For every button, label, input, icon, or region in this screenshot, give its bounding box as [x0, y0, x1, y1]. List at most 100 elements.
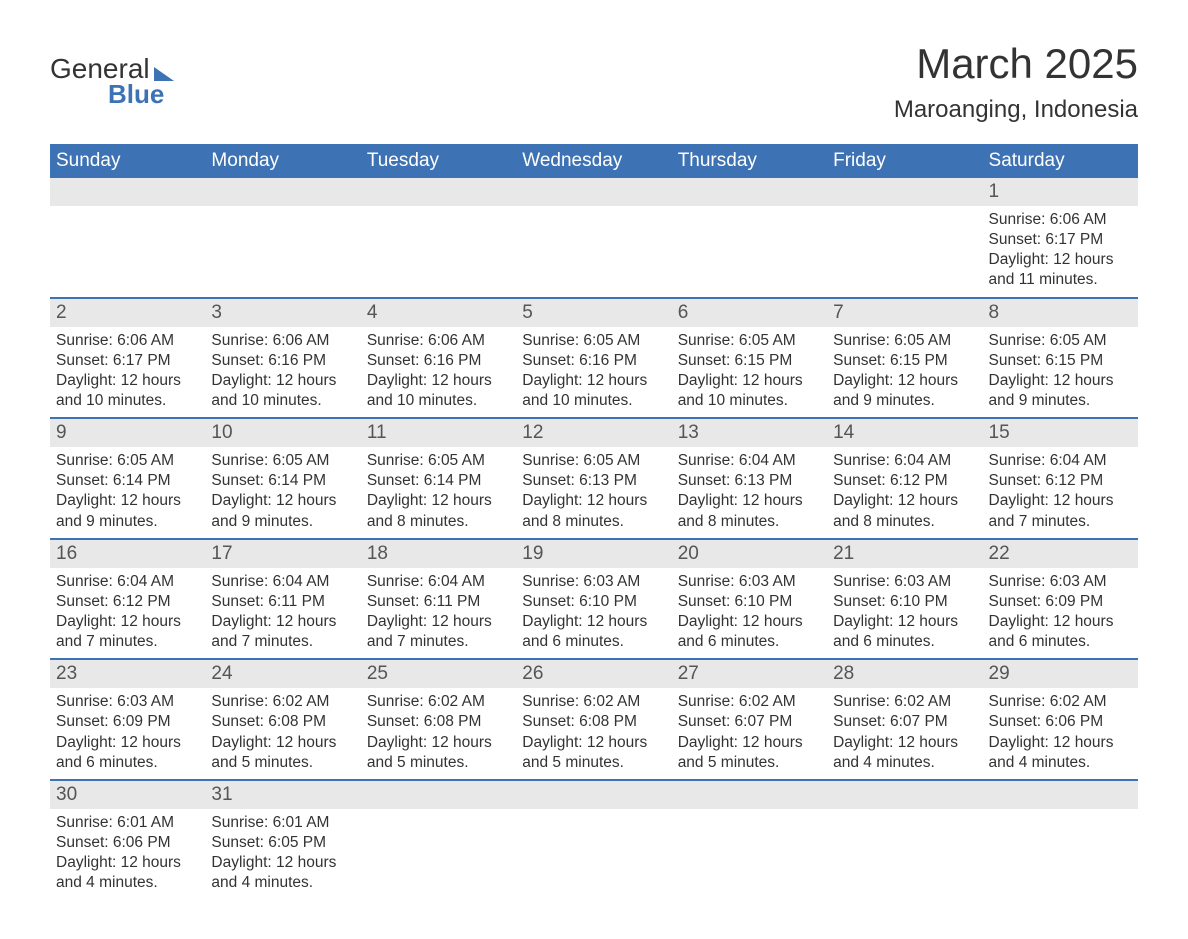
sunrise-text: Sunrise: 6:05 AM — [522, 331, 665, 351]
logo-word2: Blue — [108, 79, 164, 110]
daylight-text-2: and 10 minutes. — [211, 391, 354, 411]
daylight-text-1: Daylight: 12 hours — [522, 491, 665, 511]
daylight-text-1: Daylight: 12 hours — [989, 612, 1132, 632]
day-number-cell: 2 — [50, 299, 205, 327]
sunset-text: Sunset: 6:12 PM — [989, 471, 1132, 491]
day-detail-cell — [983, 809, 1138, 900]
daylight-text-1: Daylight: 12 hours — [367, 733, 510, 753]
sunrise-text: Sunrise: 6:01 AM — [56, 813, 199, 833]
daylight-text-1: Daylight: 12 hours — [678, 612, 821, 632]
daylight-text-1: Daylight: 12 hours — [56, 853, 199, 873]
logo-triangle-icon — [154, 67, 174, 81]
week-daynum-row: 2345678 — [50, 299, 1138, 327]
sunset-text: Sunset: 6:17 PM — [989, 230, 1132, 250]
sunset-text: Sunset: 6:05 PM — [211, 833, 354, 853]
day-detail-cell — [50, 206, 205, 298]
day-header: Wednesday — [516, 144, 671, 178]
sunset-text: Sunset: 6:12 PM — [56, 592, 199, 612]
day-number-cell: 12 — [516, 419, 671, 447]
daylight-text-2: and 4 minutes. — [989, 753, 1132, 773]
day-number-cell: 29 — [983, 660, 1138, 688]
day-number-cell: 8 — [983, 299, 1138, 327]
daylight-text-1: Daylight: 12 hours — [989, 491, 1132, 511]
sunrise-text: Sunrise: 6:05 AM — [833, 331, 976, 351]
daylight-text-2: and 6 minutes. — [522, 632, 665, 652]
day-detail-cell: Sunrise: 6:02 AMSunset: 6:07 PMDaylight:… — [827, 688, 982, 780]
daylight-text-2: and 9 minutes. — [211, 512, 354, 532]
day-number-cell: 13 — [672, 419, 827, 447]
daylight-text-2: and 5 minutes. — [211, 753, 354, 773]
sunset-text: Sunset: 6:07 PM — [833, 712, 976, 732]
sunrise-text: Sunrise: 6:01 AM — [211, 813, 354, 833]
daylight-text-1: Daylight: 12 hours — [989, 733, 1132, 753]
sunset-text: Sunset: 6:10 PM — [833, 592, 976, 612]
day-number-cell: 28 — [827, 660, 982, 688]
daylight-text-2: and 8 minutes. — [367, 512, 510, 532]
day-number-cell: 6 — [672, 299, 827, 327]
page-header: General Blue March 2025 Maroanging, Indo… — [50, 40, 1138, 124]
day-number-cell: 25 — [361, 660, 516, 688]
day-number-cell: 31 — [205, 781, 360, 809]
daylight-text-2: and 10 minutes. — [678, 391, 821, 411]
daylight-text-2: and 7 minutes. — [989, 512, 1132, 532]
sunrise-text: Sunrise: 6:03 AM — [989, 572, 1132, 592]
day-detail-cell: Sunrise: 6:05 AMSunset: 6:14 PMDaylight:… — [361, 447, 516, 539]
day-number-cell: 26 — [516, 660, 671, 688]
day-detail-cell — [516, 206, 671, 298]
sunrise-text: Sunrise: 6:04 AM — [833, 451, 976, 471]
sunrise-text: Sunrise: 6:04 AM — [211, 572, 354, 592]
week-detail-row: Sunrise: 6:05 AMSunset: 6:14 PMDaylight:… — [50, 447, 1138, 539]
daylight-text-2: and 9 minutes. — [989, 391, 1132, 411]
day-detail-cell: Sunrise: 6:06 AMSunset: 6:16 PMDaylight:… — [205, 327, 360, 419]
sunrise-text: Sunrise: 6:05 AM — [678, 331, 821, 351]
day-number-cell: 21 — [827, 540, 982, 568]
sunrise-text: Sunrise: 6:05 AM — [522, 451, 665, 471]
day-detail-cell: Sunrise: 6:01 AMSunset: 6:05 PMDaylight:… — [205, 809, 360, 900]
sunrise-text: Sunrise: 6:06 AM — [367, 331, 510, 351]
week-daynum-row: 9101112131415 — [50, 419, 1138, 447]
day-number-cell: 27 — [672, 660, 827, 688]
sunrise-text: Sunrise: 6:02 AM — [211, 692, 354, 712]
day-number-cell: 16 — [50, 540, 205, 568]
day-detail-cell: Sunrise: 6:05 AMSunset: 6:13 PMDaylight:… — [516, 447, 671, 539]
day-detail-cell: Sunrise: 6:05 AMSunset: 6:14 PMDaylight:… — [205, 447, 360, 539]
day-detail-cell: Sunrise: 6:06 AMSunset: 6:17 PMDaylight:… — [983, 206, 1138, 298]
sunset-text: Sunset: 6:07 PM — [678, 712, 821, 732]
day-number-cell: 20 — [672, 540, 827, 568]
day-number-cell: 7 — [827, 299, 982, 327]
day-number-cell — [361, 178, 516, 206]
day-number-cell: 17 — [205, 540, 360, 568]
sunset-text: Sunset: 6:15 PM — [678, 351, 821, 371]
sunset-text: Sunset: 6:16 PM — [211, 351, 354, 371]
week-daynum-row: 16171819202122 — [50, 540, 1138, 568]
sunrise-text: Sunrise: 6:06 AM — [989, 210, 1132, 230]
sunrise-text: Sunrise: 6:02 AM — [367, 692, 510, 712]
day-detail-cell: Sunrise: 6:02 AMSunset: 6:08 PMDaylight:… — [516, 688, 671, 780]
day-detail-cell: Sunrise: 6:04 AMSunset: 6:12 PMDaylight:… — [50, 568, 205, 660]
day-number-cell — [827, 178, 982, 206]
calendar-title: March 2025 — [894, 40, 1138, 88]
daylight-text-2: and 7 minutes. — [367, 632, 510, 652]
sunset-text: Sunset: 6:10 PM — [678, 592, 821, 612]
daylight-text-1: Daylight: 12 hours — [678, 491, 821, 511]
day-detail-cell: Sunrise: 6:04 AMSunset: 6:13 PMDaylight:… — [672, 447, 827, 539]
sunset-text: Sunset: 6:08 PM — [367, 712, 510, 732]
week-detail-row: Sunrise: 6:03 AMSunset: 6:09 PMDaylight:… — [50, 688, 1138, 780]
daylight-text-2: and 6 minutes. — [678, 632, 821, 652]
day-detail-cell — [672, 809, 827, 900]
daylight-text-1: Daylight: 12 hours — [211, 612, 354, 632]
day-detail-cell: Sunrise: 6:01 AMSunset: 6:06 PMDaylight:… — [50, 809, 205, 900]
day-detail-cell: Sunrise: 6:02 AMSunset: 6:08 PMDaylight:… — [361, 688, 516, 780]
daylight-text-1: Daylight: 12 hours — [678, 733, 821, 753]
sunrise-text: Sunrise: 6:03 AM — [833, 572, 976, 592]
day-detail-cell — [827, 206, 982, 298]
daylight-text-2: and 8 minutes. — [833, 512, 976, 532]
week-daynum-row: 1 — [50, 178, 1138, 206]
daylight-text-2: and 4 minutes. — [56, 873, 199, 893]
daylight-text-1: Daylight: 12 hours — [522, 733, 665, 753]
day-detail-cell: Sunrise: 6:05 AMSunset: 6:15 PMDaylight:… — [983, 327, 1138, 419]
day-header: Monday — [205, 144, 360, 178]
daylight-text-1: Daylight: 12 hours — [367, 371, 510, 391]
calendar-body: 1Sunrise: 6:06 AMSunset: 6:17 PMDaylight… — [50, 178, 1138, 899]
daylight-text-2: and 10 minutes. — [367, 391, 510, 411]
